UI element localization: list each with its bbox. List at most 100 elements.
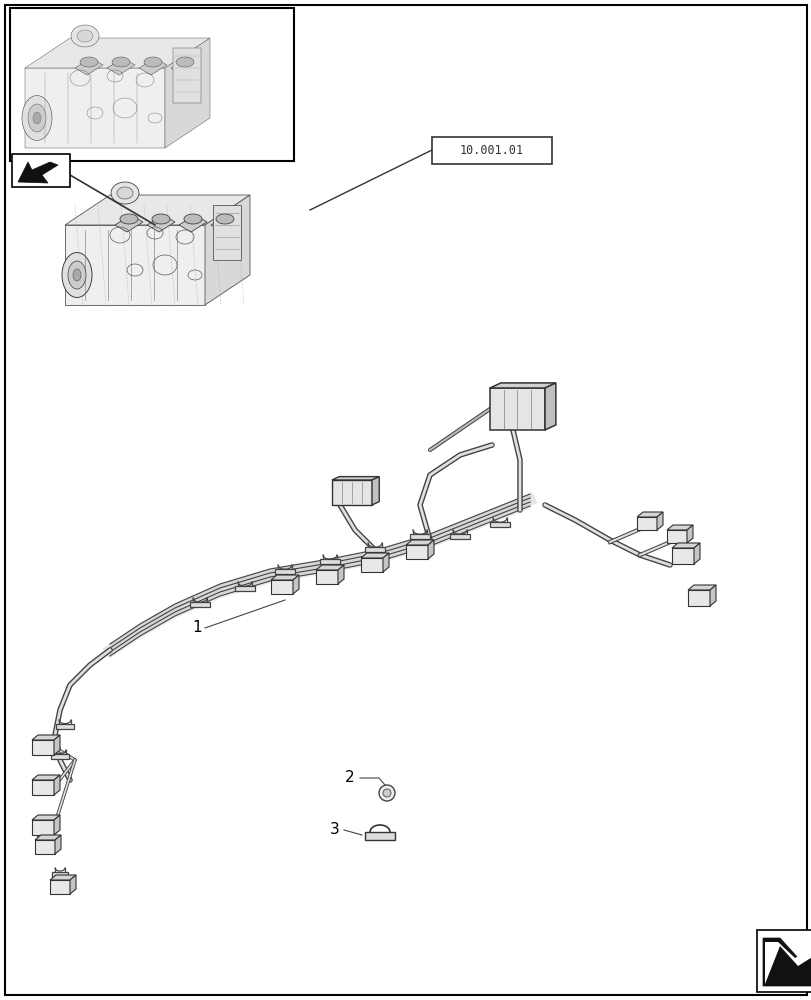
Bar bbox=[449, 534, 470, 539]
Ellipse shape bbox=[62, 252, 92, 298]
Circle shape bbox=[383, 789, 391, 797]
Polygon shape bbox=[65, 195, 250, 225]
Polygon shape bbox=[709, 585, 715, 606]
Bar bbox=[489, 522, 509, 527]
Polygon shape bbox=[115, 215, 143, 232]
Ellipse shape bbox=[112, 57, 130, 67]
Polygon shape bbox=[54, 815, 60, 835]
Polygon shape bbox=[55, 835, 61, 854]
Polygon shape bbox=[686, 525, 692, 543]
Polygon shape bbox=[107, 58, 135, 75]
Ellipse shape bbox=[117, 187, 133, 199]
Ellipse shape bbox=[73, 269, 81, 281]
Polygon shape bbox=[337, 565, 344, 584]
Polygon shape bbox=[672, 548, 693, 564]
Polygon shape bbox=[383, 553, 388, 572]
Ellipse shape bbox=[68, 261, 86, 289]
Text: 3: 3 bbox=[330, 822, 340, 838]
Bar bbox=[410, 534, 430, 539]
Bar bbox=[12, 154, 70, 187]
Polygon shape bbox=[54, 775, 60, 795]
Polygon shape bbox=[75, 58, 103, 75]
Polygon shape bbox=[35, 840, 55, 854]
Polygon shape bbox=[293, 575, 298, 594]
Ellipse shape bbox=[184, 214, 202, 224]
Polygon shape bbox=[171, 58, 199, 75]
Polygon shape bbox=[636, 517, 656, 530]
Polygon shape bbox=[687, 590, 709, 606]
Polygon shape bbox=[165, 38, 210, 148]
Bar bbox=[365, 832, 394, 840]
Polygon shape bbox=[315, 570, 337, 584]
Polygon shape bbox=[271, 575, 298, 580]
Polygon shape bbox=[211, 215, 238, 232]
Bar bbox=[51, 754, 69, 759]
Polygon shape bbox=[489, 383, 556, 388]
Polygon shape bbox=[762, 938, 811, 986]
Polygon shape bbox=[315, 565, 344, 570]
Polygon shape bbox=[147, 215, 175, 232]
Polygon shape bbox=[672, 543, 699, 548]
Polygon shape bbox=[489, 388, 544, 430]
Polygon shape bbox=[32, 735, 60, 740]
Ellipse shape bbox=[28, 104, 46, 132]
Polygon shape bbox=[656, 512, 663, 530]
Bar bbox=[234, 586, 255, 591]
Ellipse shape bbox=[120, 214, 138, 224]
Ellipse shape bbox=[77, 30, 93, 42]
Polygon shape bbox=[18, 162, 58, 183]
Polygon shape bbox=[25, 38, 210, 68]
Bar bbox=[52, 872, 68, 877]
Ellipse shape bbox=[22, 96, 52, 140]
Polygon shape bbox=[204, 195, 250, 305]
Polygon shape bbox=[65, 225, 204, 305]
Bar bbox=[190, 602, 210, 607]
Ellipse shape bbox=[111, 182, 139, 204]
Polygon shape bbox=[427, 540, 433, 559]
Polygon shape bbox=[139, 58, 167, 75]
Polygon shape bbox=[406, 540, 433, 545]
Polygon shape bbox=[32, 775, 60, 780]
Ellipse shape bbox=[216, 214, 234, 224]
Polygon shape bbox=[32, 780, 54, 795]
Bar bbox=[37, 832, 53, 837]
Bar bbox=[756, 930, 811, 992]
Polygon shape bbox=[764, 942, 811, 984]
Polygon shape bbox=[32, 740, 54, 755]
Polygon shape bbox=[693, 543, 699, 564]
Bar bbox=[431, 137, 551, 164]
Polygon shape bbox=[544, 383, 556, 430]
Polygon shape bbox=[32, 820, 54, 835]
Polygon shape bbox=[178, 215, 207, 232]
Circle shape bbox=[379, 785, 394, 801]
Polygon shape bbox=[332, 480, 371, 505]
Polygon shape bbox=[50, 875, 76, 880]
Polygon shape bbox=[406, 545, 427, 559]
Ellipse shape bbox=[152, 214, 169, 224]
Polygon shape bbox=[666, 525, 692, 530]
Polygon shape bbox=[666, 530, 686, 543]
Ellipse shape bbox=[144, 57, 162, 67]
Bar bbox=[10, 8, 294, 161]
Text: 1: 1 bbox=[192, 620, 202, 636]
Bar bbox=[173, 48, 201, 103]
Polygon shape bbox=[50, 880, 70, 894]
Text: 10.001.01: 10.001.01 bbox=[459, 144, 523, 157]
Ellipse shape bbox=[33, 112, 41, 124]
Polygon shape bbox=[25, 68, 165, 148]
Bar bbox=[275, 569, 294, 574]
Bar bbox=[365, 547, 384, 552]
Polygon shape bbox=[687, 585, 715, 590]
Ellipse shape bbox=[176, 57, 194, 67]
Ellipse shape bbox=[80, 57, 98, 67]
Polygon shape bbox=[371, 477, 379, 505]
Polygon shape bbox=[32, 815, 60, 820]
Polygon shape bbox=[361, 558, 383, 572]
Text: 2: 2 bbox=[345, 770, 354, 786]
Polygon shape bbox=[361, 553, 388, 558]
Bar bbox=[56, 724, 74, 729]
Polygon shape bbox=[35, 835, 61, 840]
Bar bbox=[212, 205, 241, 260]
Polygon shape bbox=[70, 875, 76, 894]
Bar bbox=[320, 559, 340, 564]
